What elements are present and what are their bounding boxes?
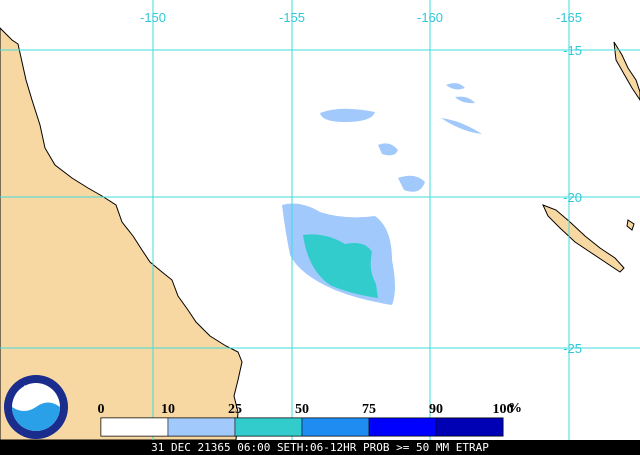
prob-area [398, 175, 425, 192]
graticule: -150 -155 -160 -165 -15 -20 -25 [0, 0, 640, 440]
legend-tick: 0 [98, 402, 105, 417]
lon-label: -165 [556, 10, 582, 25]
noaa-logo: NOAA [4, 375, 68, 439]
legend-swatch [368, 417, 437, 437]
lat-label: -20 [563, 190, 582, 205]
footer-text: 31 DEC 21365 06:00 SETH:06-12HR PROB >= … [151, 441, 489, 454]
legend-tick: 50 [295, 402, 309, 417]
prob-area [303, 234, 378, 298]
vanuatu [613, 41, 640, 101]
lon-label: -155 [279, 10, 305, 25]
logo-text: NOAA [23, 384, 49, 394]
legend-swatch [435, 417, 504, 437]
prob-area [378, 143, 398, 156]
legend-swatch [301, 417, 370, 437]
legend-tick: 75 [362, 402, 376, 417]
island [626, 219, 635, 231]
australia [0, 27, 243, 441]
footer-bar [0, 440, 640, 455]
legend-swatch [234, 417, 303, 437]
legend-tick: 100 [493, 402, 514, 417]
lat-label: -15 [563, 43, 582, 58]
legend-swatch [167, 417, 236, 437]
land [0, 27, 640, 441]
logo-wave [12, 402, 60, 431]
new-caledonia [542, 204, 625, 273]
legend-swatch [100, 417, 169, 437]
prob-area [441, 83, 482, 134]
lat-label: -25 [563, 341, 582, 356]
prob-area [320, 108, 375, 122]
legend-unit: % [508, 401, 522, 416]
lon-label: -150 [140, 10, 166, 25]
legend-tick: 90 [429, 402, 443, 417]
legend-tick: 25 [228, 402, 242, 417]
legend-tick: 10 [161, 402, 175, 417]
lon-label: -160 [417, 10, 443, 25]
probability-areas [282, 83, 482, 305]
